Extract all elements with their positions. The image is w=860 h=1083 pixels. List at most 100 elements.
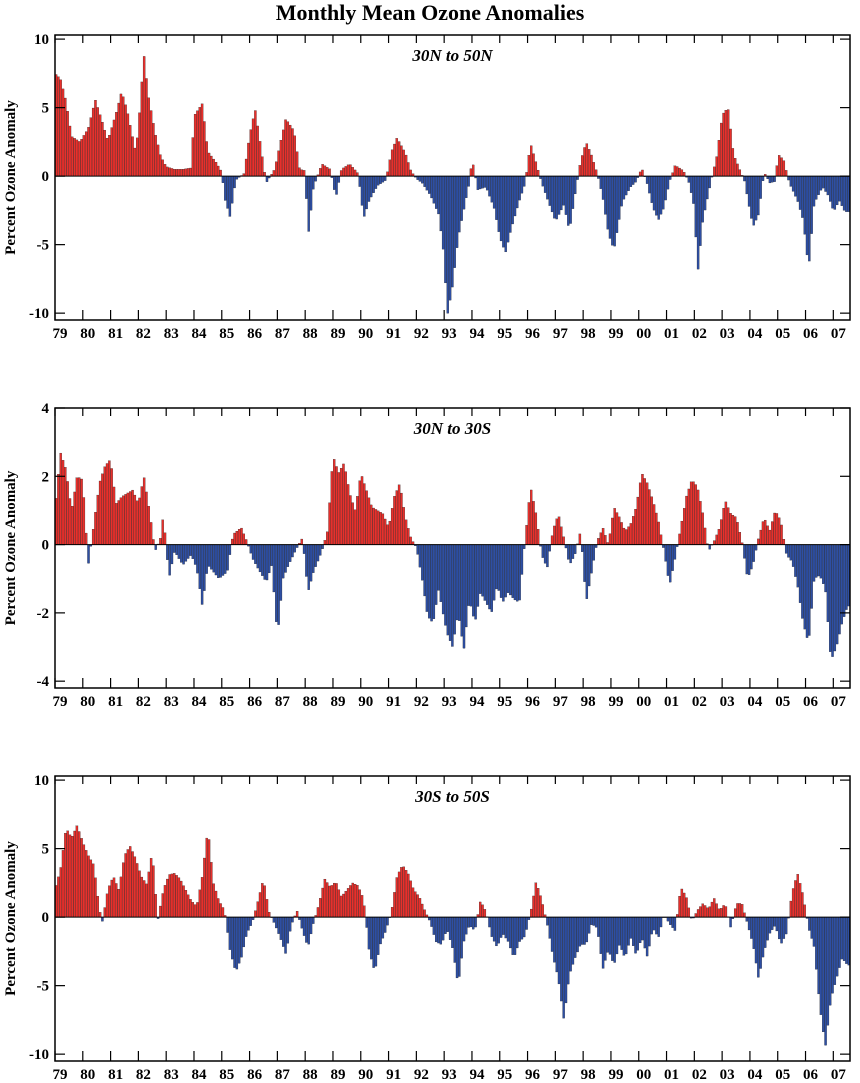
bar <box>237 917 241 964</box>
bar <box>625 176 628 196</box>
bar <box>676 166 679 177</box>
bar <box>173 873 176 918</box>
bar <box>722 905 725 918</box>
bar <box>233 532 236 545</box>
bar <box>682 892 686 918</box>
bar <box>627 526 630 545</box>
bar <box>747 917 751 931</box>
x-tick-label: 05 <box>775 326 790 342</box>
bar <box>124 104 127 177</box>
bar <box>803 176 806 235</box>
bar <box>578 165 582 177</box>
bar <box>184 890 188 918</box>
bar <box>101 917 104 922</box>
bar <box>689 481 693 545</box>
x-tick-label: 02 <box>692 1067 707 1083</box>
bar <box>757 538 760 545</box>
bar <box>606 917 609 953</box>
bar <box>319 168 322 177</box>
bar <box>217 544 220 579</box>
bar <box>555 518 558 545</box>
bar <box>655 176 658 216</box>
x-tick-label: 87 <box>275 694 291 710</box>
x-tick-label: 82 <box>136 694 151 710</box>
y-tick-label: 10 <box>34 773 49 789</box>
bar <box>455 544 459 621</box>
bar <box>305 176 308 199</box>
bar <box>272 917 276 923</box>
bar <box>810 544 813 609</box>
y-axis-label: Percent Ozone Anomaly <box>3 841 19 996</box>
bar <box>196 544 199 574</box>
bar <box>430 176 433 199</box>
bar <box>73 491 76 545</box>
bar <box>713 166 716 177</box>
bar <box>434 544 438 605</box>
bar <box>789 544 792 561</box>
bar <box>481 544 484 597</box>
bar <box>189 544 192 556</box>
bar <box>541 904 544 918</box>
bar <box>557 516 561 545</box>
bar <box>530 145 533 177</box>
bar <box>812 176 816 207</box>
bar <box>428 176 431 194</box>
bar <box>82 844 86 918</box>
bar <box>629 523 633 545</box>
bar <box>715 534 718 545</box>
bar <box>453 917 456 963</box>
bar <box>657 917 660 937</box>
bar <box>363 905 366 918</box>
bar <box>652 504 656 545</box>
bar <box>203 857 206 918</box>
x-tick-label: 03 <box>720 326 735 342</box>
bar <box>448 176 452 301</box>
bar <box>353 884 357 918</box>
bar <box>421 903 424 918</box>
bar <box>604 917 607 961</box>
bar <box>550 917 554 952</box>
bar <box>583 147 586 177</box>
bar <box>715 156 718 177</box>
bar <box>805 176 809 256</box>
bar <box>221 544 225 576</box>
bar <box>384 917 387 933</box>
bar <box>465 544 468 628</box>
bar <box>722 508 725 545</box>
bar <box>142 477 146 545</box>
bar <box>798 176 802 210</box>
bar <box>708 176 711 189</box>
bar <box>829 176 832 202</box>
bar <box>497 917 500 944</box>
bar <box>228 917 232 950</box>
bar <box>363 176 366 217</box>
bar <box>258 544 262 573</box>
bar <box>61 850 65 918</box>
bar <box>418 176 422 182</box>
bar <box>492 176 496 209</box>
bar <box>124 494 127 545</box>
bar <box>564 917 568 1004</box>
bar <box>778 917 781 940</box>
bar <box>381 917 385 939</box>
bar <box>416 894 419 918</box>
bar <box>798 544 802 603</box>
bar <box>546 176 549 200</box>
bar <box>351 167 354 177</box>
bar <box>745 917 748 922</box>
bar <box>472 544 475 617</box>
bar <box>696 909 700 918</box>
bar <box>80 478 83 545</box>
bar <box>585 544 589 599</box>
bar <box>191 137 195 177</box>
bar <box>386 524 389 545</box>
x-tick-label: 81 <box>108 1067 123 1083</box>
bar <box>778 517 781 545</box>
bar <box>284 119 287 177</box>
bar <box>407 528 410 545</box>
bars <box>54 56 850 314</box>
bar <box>152 123 155 177</box>
x-tick-label: 99 <box>608 326 623 342</box>
bar <box>105 463 109 545</box>
x-tick-label: 97 <box>553 1067 569 1083</box>
